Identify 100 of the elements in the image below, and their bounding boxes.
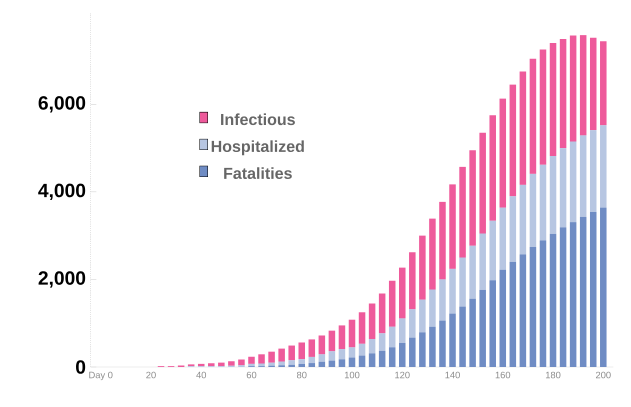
bar	[459, 258, 466, 307]
bar	[348, 320, 356, 348]
bar	[388, 347, 396, 367]
bar	[318, 362, 326, 367]
bar	[580, 216, 586, 367]
bar	[248, 356, 255, 364]
bar	[398, 268, 406, 318]
bar	[358, 312, 366, 344]
bar	[308, 339, 316, 357]
legend-label: Hospitalized	[212, 140, 304, 156]
bar	[439, 279, 446, 321]
bar	[429, 218, 436, 290]
bar	[510, 196, 516, 262]
y-tick-label: 2,000	[38, 271, 86, 288]
bar	[550, 234, 556, 367]
bar	[469, 246, 476, 299]
bar	[278, 362, 285, 366]
bar	[328, 330, 336, 352]
bar	[590, 212, 597, 367]
bar	[368, 304, 376, 339]
bar	[268, 352, 275, 363]
bar	[520, 184, 526, 254]
bar	[318, 335, 326, 354]
bar	[429, 290, 436, 327]
bar	[600, 208, 607, 367]
bar	[449, 184, 456, 269]
bar	[348, 347, 356, 358]
bar	[540, 50, 546, 165]
x-tick-label: 160	[496, 372, 510, 378]
bar	[288, 346, 295, 360]
x-tick-label: 180	[546, 372, 560, 378]
bar	[298, 364, 306, 367]
bar	[479, 233, 486, 290]
bar	[540, 240, 546, 367]
bar	[520, 254, 526, 367]
bar	[409, 252, 416, 310]
legend-label: Fatalities	[224, 167, 292, 179]
bar	[469, 150, 476, 246]
bar	[469, 298, 476, 367]
bar	[358, 344, 366, 356]
bar	[590, 38, 597, 130]
bar	[560, 148, 566, 228]
bar	[510, 84, 516, 196]
bar	[398, 342, 406, 367]
bar	[228, 361, 235, 366]
bar	[388, 280, 396, 327]
bar	[550, 156, 556, 234]
bar	[479, 132, 486, 234]
bar	[580, 135, 586, 217]
bar	[378, 350, 386, 367]
bar	[520, 71, 526, 185]
bar	[348, 358, 356, 367]
bar	[258, 364, 265, 366]
bar	[449, 314, 456, 367]
x-tick-label: 140	[445, 372, 460, 378]
bar	[298, 359, 306, 364]
bar	[489, 220, 496, 280]
bar	[378, 333, 386, 351]
bar	[218, 362, 225, 366]
bar	[570, 36, 576, 142]
x-tick-label: 80	[296, 372, 307, 378]
x-tick-label: 120	[395, 372, 410, 378]
bar	[238, 360, 245, 366]
bar	[500, 270, 506, 367]
x-tick-label: 60	[246, 372, 256, 378]
bar	[308, 356, 316, 364]
bar	[570, 222, 576, 367]
y-tick-label: 4,000	[38, 184, 86, 200]
bar	[500, 208, 506, 270]
bar	[419, 300, 426, 332]
bar	[368, 353, 376, 367]
bar	[419, 236, 426, 300]
bar	[268, 362, 275, 366]
x-tick-label: 200	[596, 372, 611, 378]
bar	[328, 351, 336, 361]
bar	[550, 42, 556, 156]
bar	[398, 318, 406, 343]
bar	[318, 354, 326, 362]
bar	[580, 35, 586, 136]
bar	[590, 130, 597, 212]
bar	[439, 320, 446, 367]
bar	[419, 332, 426, 367]
bar	[358, 356, 366, 367]
bar	[560, 227, 566, 367]
bar	[378, 293, 386, 334]
bar	[510, 262, 516, 367]
bar	[459, 306, 466, 367]
bar	[530, 174, 536, 248]
bar	[600, 41, 607, 126]
bar	[338, 325, 346, 350]
bar	[570, 142, 576, 222]
x-tick-label: 40	[196, 372, 206, 378]
y-tick-label: 6,000	[38, 96, 86, 112]
bar	[479, 290, 486, 367]
bar	[278, 348, 285, 362]
bar	[530, 247, 536, 367]
bar	[409, 338, 416, 367]
bar	[338, 359, 346, 367]
bar	[198, 364, 204, 366]
bar	[328, 360, 336, 367]
